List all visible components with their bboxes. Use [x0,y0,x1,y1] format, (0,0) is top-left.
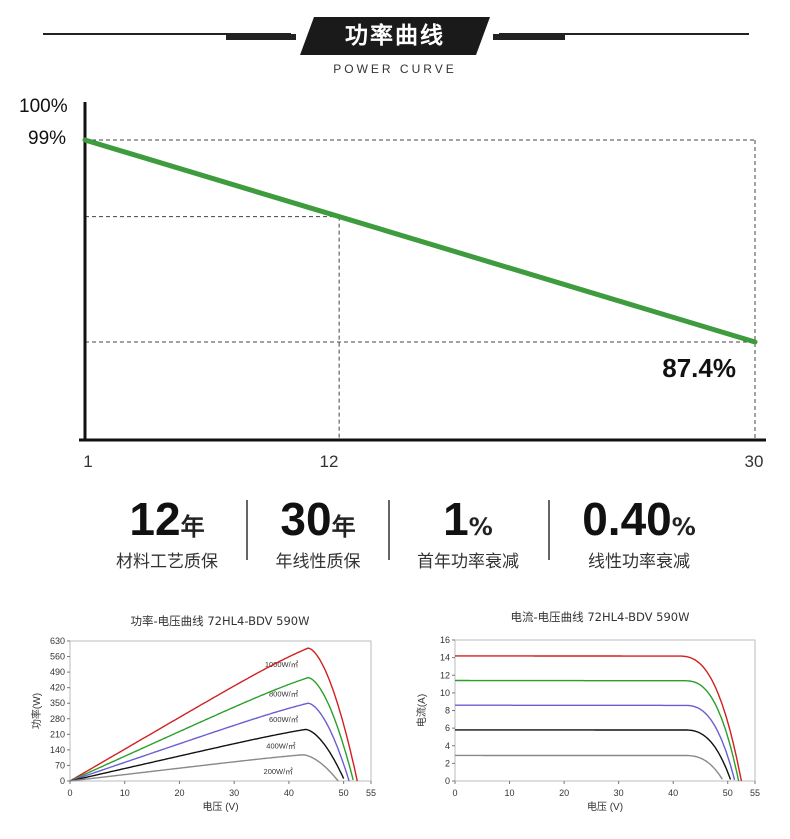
x-tick-12: 12 [320,452,339,471]
y-tick-label: 16 [440,635,450,645]
pv-chart-title: 功率-电压曲线 72HL4-BDV 590W [130,614,310,628]
series-line [69,754,339,782]
y-tick-label: 350 [50,698,65,708]
y-tick-label: 280 [50,714,65,724]
stat-label: 首年功率衰减 [417,552,519,572]
x-tick-label: 0 [67,788,72,798]
power-curve-chart: 100% 99% 1 12 30 87.4% [19,96,766,471]
series-line [455,655,743,782]
stat-first-year-degradation: 1% 首年功率衰减 [400,493,536,572]
stat-unit: % [468,513,493,541]
x-axis-label: 电压 (V) [587,800,623,813]
page-subtitle: POWER CURVE [333,62,457,76]
title-badge [300,17,490,55]
y-tick-label: 0 [445,776,450,786]
y-tick-label: 10 [440,688,450,698]
y-tick-label: 490 [50,667,65,677]
y-label-99: 99% [28,128,66,149]
series-label: 800W/㎡ [269,690,299,699]
x-tick-label: 30 [229,788,239,798]
x-tick-label: 40 [668,788,678,798]
series-label: 1000W/㎡ [265,660,299,669]
x-tick-label: 55 [750,788,760,798]
y-tick-label: 4 [445,741,450,751]
power-curve-gridlines [85,139,756,440]
x-tick-label: 20 [559,788,569,798]
y-tick-label: 420 [50,683,65,693]
header-bar-left [226,34,296,40]
page-title: 功率曲线 [345,23,445,49]
power-curve-axes [79,102,766,442]
header-rule-right [499,33,749,35]
plot-area: 0 70 140 210 280 350 420 490 560 630 0 10 20 30 40 50 55… [30,636,376,813]
y-tick-label: 6 [445,723,450,733]
y-tick-label: 2 [445,758,450,768]
x-tick-label: 40 [284,788,294,798]
series-line [69,676,354,782]
y-axis-label: 电流(A) [415,694,428,727]
pv-chart: 0 70 140 210 280 350 420 490 560 630 0 10 20 30 40 50 55… [30,636,376,813]
series-line [69,728,345,782]
series-label: 600W/㎡ [269,715,299,724]
x-tick-label: 0 [452,788,457,798]
y-tick-label: 140 [50,745,65,755]
stat-value: 0.40 [582,493,672,545]
series-line [69,647,358,782]
x-tick-label: 10 [505,788,515,798]
stat-unit: 年 [331,513,356,541]
stat-label: 年线性质保 [275,552,361,572]
series-line [455,754,723,780]
stat-unit: % [671,513,696,541]
series-line [455,729,732,780]
stat-divider [246,500,248,560]
iv-chart-title: 电流-电压曲线 72HL4-BDV 590W [510,610,690,624]
series-label: 400W/㎡ [266,741,296,750]
header-bar-right [493,34,565,40]
y-tick-label: 8 [445,706,450,716]
iv-chart: 0 2 4 6 8 10 12 14 16 0 10 20 30 40 50 55 电压 (V) 电流(A) [415,635,760,813]
plot-area: 0 2 4 6 8 10 12 14 16 0 10 20 30 40 50 55 电压 (V) 电流(A) [415,635,760,813]
x-tick-30: 30 [745,452,764,471]
end-value-label: 87.4% [662,353,736,383]
x-tick-label: 50 [339,788,349,798]
stat-linear-degradation: 0.40% 线性功率衰减 [560,493,718,572]
y-tick-label: 70 [55,760,65,770]
stat-label: 材料工艺质保 [116,552,218,572]
x-tick-label: 10 [120,788,130,798]
stat-value: 12 [129,493,181,545]
y-tick-label: 0 [60,776,65,786]
x-axis-label: 电压 (V) [202,800,238,813]
stat-divider [548,500,550,560]
x-tick-label: 55 [366,788,376,798]
stat-label: 线性功率衰减 [588,552,690,572]
power-curve-line [82,137,758,345]
x-tick-label: 30 [614,788,624,798]
y-tick-label: 560 [50,652,65,662]
y-tick-label: 12 [440,670,450,680]
stat-value: 1 [443,493,469,545]
stat-divider [388,500,390,560]
stat-unit: 年 [180,513,205,541]
y-axis-label: 功率(W) [30,693,43,729]
series-line [69,702,350,782]
y-label-100: 100% [19,96,68,117]
header-rule-left [43,33,291,35]
plot-frame [69,640,372,782]
power-curve-series [82,137,758,345]
stat-warranty-material: 12年 材料工艺质保 [92,493,242,572]
series-line [455,679,740,782]
x-tick-label: 20 [174,788,184,798]
stat-value: 30 [280,493,332,545]
y-tick-label: 14 [440,653,450,663]
x-tick-1: 1 [83,452,92,471]
series-label: 200W/㎡ [264,767,294,776]
x-tick-label: 50 [723,788,733,798]
y-tick-label: 210 [50,729,65,739]
plot-frame [454,639,756,782]
stat-warranty-linear: 30年 年线性质保 [256,493,380,572]
series-line [455,704,736,781]
y-tick-label: 630 [50,636,65,646]
